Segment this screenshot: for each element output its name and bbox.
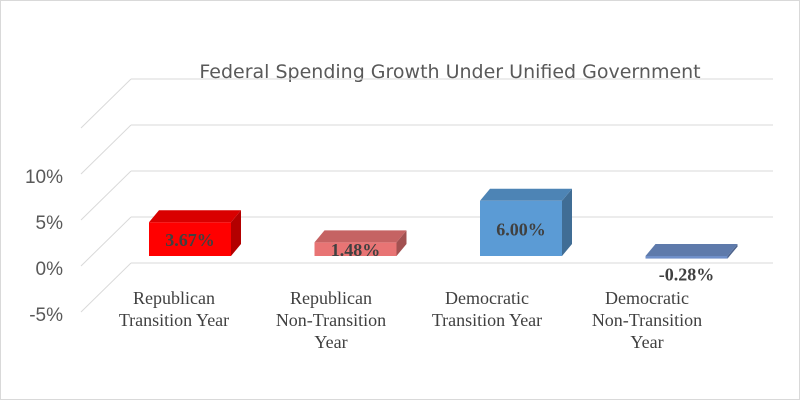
bars: 3.67% 1.48% 6.00% -0.28% [149,188,738,285]
gridline-side [80,78,132,129]
category-label-line: Year [314,332,347,352]
bar-side [231,210,241,256]
bar-top [149,210,241,223]
category-label: Republican Transition Year [119,288,229,330]
gridline-side [80,262,132,313]
bar-side [396,230,407,256]
category-label-line: Democratic [605,288,689,308]
bar-side [562,188,572,256]
bar [314,230,407,256]
gridlines [80,78,773,313]
y-tick-label: 0% [36,259,64,280]
bar-front [480,200,562,256]
category-label-line: Non-Transition [592,310,702,330]
category-label: Democratic Transition Year [432,288,542,330]
category-label-line: Republican [290,288,372,308]
category-label-line: Transition Year [119,310,229,330]
category-label-line: Republican [133,288,215,308]
bar [149,210,241,256]
bar-front [314,242,397,256]
bar-top [480,188,572,201]
bar-front [645,256,728,259]
y-tick-label: 5% [36,213,64,234]
category-label-line: Non-Transition [276,310,386,330]
bar [645,244,738,259]
y-axis-ticks: -5% 0% 5% 10% [25,167,63,326]
chart-title: Federal Spending Growth Under Unified Go… [199,61,701,83]
data-label: -0.28% [659,265,715,285]
bar-top [314,230,407,243]
bar-side [727,244,738,259]
gridline-side [80,170,132,221]
data-label: 3.67% [165,230,215,250]
category-label: Republican Non-Transition Year [276,288,386,352]
category-label: Democratic Non-Transition Year [592,288,702,352]
bar-top [645,244,738,256]
bar-front [149,222,231,256]
y-tick-label: -5% [29,305,63,326]
data-label: 6.00% [496,219,546,239]
gridline-side [80,124,132,175]
data-label: 1.48% [331,240,381,260]
category-label-line: Transition Year [432,310,542,330]
y-tick-label: 10% [25,167,63,188]
gridline-side [80,216,132,267]
category-label-line: Year [630,332,663,352]
category-label-line: Democratic [445,288,529,308]
bar [480,188,572,256]
